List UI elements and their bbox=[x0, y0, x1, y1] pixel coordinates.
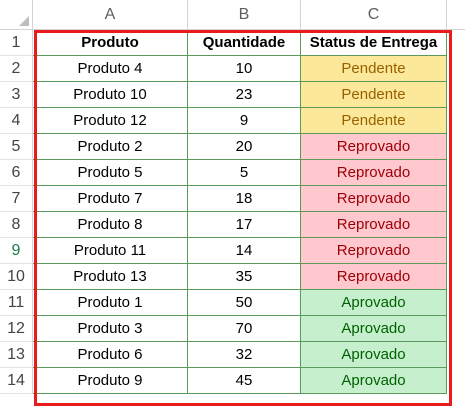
cell-produto[interactable]: Produto 2 bbox=[33, 134, 188, 160]
data-rows: Produto 4 10 Pendente Produto 10 23 Pendente P… bbox=[33, 56, 465, 394]
row-header-10[interactable]: 10 bbox=[0, 264, 33, 290]
table-row: Produto 5 5 Reprovado bbox=[33, 160, 465, 186]
spreadsheet-grid: Produto Quantidade Status de Entrega Pro… bbox=[33, 30, 465, 394]
row-header-14[interactable]: 14 bbox=[0, 368, 33, 394]
empty-cell bbox=[447, 56, 465, 82]
empty-cell bbox=[447, 186, 465, 212]
row-header-2[interactable]: 2 bbox=[0, 56, 33, 82]
header-cell-produto[interactable]: Produto bbox=[33, 30, 188, 56]
empty-cell bbox=[447, 368, 465, 394]
header-cell-status[interactable]: Status de Entrega bbox=[301, 30, 447, 56]
row-header-7[interactable]: 7 bbox=[0, 186, 33, 212]
cell-status[interactable]: Aprovado bbox=[301, 342, 447, 368]
table-row: Produto 2 20 Reprovado bbox=[33, 134, 465, 160]
empty-cell bbox=[447, 160, 465, 186]
cell-quantidade[interactable]: 20 bbox=[188, 134, 301, 160]
table-row: Produto 9 45 Aprovado bbox=[33, 368, 465, 394]
row-header-5[interactable]: 5 bbox=[0, 134, 33, 160]
empty-cell bbox=[447, 108, 465, 134]
row-header-6[interactable]: 6 bbox=[0, 160, 33, 186]
table-row: Produto 3 70 Aprovado bbox=[33, 316, 465, 342]
column-header-c[interactable]: C bbox=[301, 0, 447, 30]
row-header-12[interactable]: 12 bbox=[0, 316, 33, 342]
cell-produto[interactable]: Produto 11 bbox=[33, 238, 188, 264]
cell-produto[interactable]: Produto 12 bbox=[33, 108, 188, 134]
empty-cell bbox=[447, 134, 465, 160]
cell-quantidade[interactable]: 23 bbox=[188, 82, 301, 108]
cell-status[interactable]: Aprovado bbox=[301, 368, 447, 394]
table-row: Produto 8 17 Reprovado bbox=[33, 212, 465, 238]
cell-produto[interactable]: Produto 1 bbox=[33, 290, 188, 316]
cell-quantidade[interactable]: 9 bbox=[188, 108, 301, 134]
table-row: Produto 11 14 Reprovado bbox=[33, 238, 465, 264]
cell-produto[interactable]: Produto 3 bbox=[33, 316, 188, 342]
empty-cell bbox=[447, 342, 465, 368]
cell-produto[interactable]: Produto 9 bbox=[33, 368, 188, 394]
cell-produto[interactable]: Produto 8 bbox=[33, 212, 188, 238]
empty-cell bbox=[447, 30, 465, 56]
cell-status[interactable]: Pendente bbox=[301, 56, 447, 82]
cell-produto[interactable]: Produto 13 bbox=[33, 264, 188, 290]
table-row: Produto 10 23 Pendente bbox=[33, 82, 465, 108]
table-row: Produto 13 35 Reprovado bbox=[33, 264, 465, 290]
row-header-11[interactable]: 11 bbox=[0, 290, 33, 316]
empty-cell bbox=[447, 316, 465, 342]
cell-produto[interactable]: Produto 5 bbox=[33, 160, 188, 186]
cell-quantidade[interactable]: 70 bbox=[188, 316, 301, 342]
cell-quantidade[interactable]: 18 bbox=[188, 186, 301, 212]
cell-status[interactable]: Reprovado bbox=[301, 212, 447, 238]
cell-produto[interactable]: Produto 6 bbox=[33, 342, 188, 368]
cell-quantidade[interactable]: 17 bbox=[188, 212, 301, 238]
cell-status[interactable]: Pendente bbox=[301, 82, 447, 108]
cell-status[interactable]: Pendente bbox=[301, 108, 447, 134]
cell-quantidade[interactable]: 14 bbox=[188, 238, 301, 264]
row-header-4[interactable]: 4 bbox=[0, 108, 33, 134]
cell-produto[interactable]: Produto 10 bbox=[33, 82, 188, 108]
select-all-triangle-icon bbox=[19, 16, 29, 26]
table-row: Produto 12 9 Pendente bbox=[33, 108, 465, 134]
cell-produto[interactable]: Produto 7 bbox=[33, 186, 188, 212]
row-header-1[interactable]: 1 bbox=[0, 30, 33, 56]
cell-produto[interactable]: Produto 4 bbox=[33, 56, 188, 82]
cell-quantidade[interactable]: 35 bbox=[188, 264, 301, 290]
table-row: Produto 6 32 Aprovado bbox=[33, 342, 465, 368]
column-header-a[interactable]: A bbox=[33, 0, 188, 30]
column-header-b[interactable]: B bbox=[188, 0, 301, 30]
row-header-9[interactable]: 9 bbox=[0, 238, 33, 264]
empty-cell bbox=[447, 290, 465, 316]
column-header-empty bbox=[447, 0, 465, 30]
empty-cell bbox=[447, 82, 465, 108]
header-cell-quantidade[interactable]: Quantidade bbox=[188, 30, 301, 56]
cell-status[interactable]: Aprovado bbox=[301, 316, 447, 342]
cell-status[interactable]: Aprovado bbox=[301, 290, 447, 316]
cell-quantidade[interactable]: 45 bbox=[188, 368, 301, 394]
row-header-3[interactable]: 3 bbox=[0, 82, 33, 108]
cell-quantidade[interactable]: 32 bbox=[188, 342, 301, 368]
table-row: Produto 4 10 Pendente bbox=[33, 56, 465, 82]
row-header-8[interactable]: 8 bbox=[0, 212, 33, 238]
table-row: Produto 7 18 Reprovado bbox=[33, 186, 465, 212]
empty-cell bbox=[447, 238, 465, 264]
cell-quantidade[interactable]: 10 bbox=[188, 56, 301, 82]
cell-status[interactable]: Reprovado bbox=[301, 186, 447, 212]
cell-status[interactable]: Reprovado bbox=[301, 238, 447, 264]
select-all-corner[interactable] bbox=[0, 0, 33, 30]
cell-status[interactable]: Reprovado bbox=[301, 160, 447, 186]
header-row: Produto Quantidade Status de Entrega bbox=[33, 30, 465, 56]
empty-cell bbox=[447, 264, 465, 290]
cell-status[interactable]: Reprovado bbox=[301, 134, 447, 160]
cell-quantidade[interactable]: 50 bbox=[188, 290, 301, 316]
row-header-13[interactable]: 13 bbox=[0, 342, 33, 368]
cell-quantidade[interactable]: 5 bbox=[188, 160, 301, 186]
table-row: Produto 1 50 Aprovado bbox=[33, 290, 465, 316]
empty-cell bbox=[447, 212, 465, 238]
cell-status[interactable]: Reprovado bbox=[301, 264, 447, 290]
